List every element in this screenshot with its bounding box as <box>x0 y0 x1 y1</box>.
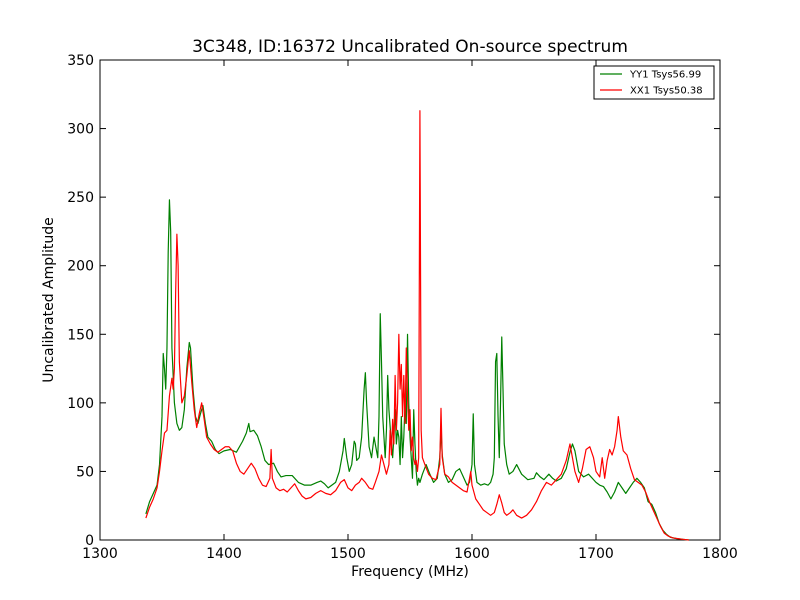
x-tick-label: 1800 <box>702 546 738 562</box>
series-layer <box>145 110 690 541</box>
chart-title: 3C348, ID:16372 Uncalibrated On-source s… <box>192 37 628 57</box>
legend-box <box>593 65 715 100</box>
y-tick-label: 0 <box>85 533 94 549</box>
plot-area <box>99 59 721 541</box>
y-tick-label: 150 <box>67 327 94 343</box>
y-tick-label: 100 <box>67 396 94 412</box>
x-axis-label: Frequency (MHz) <box>351 564 469 580</box>
ticks-layer: 1300 1400 1500 1600 1700 1800 0 50 100 150 200 250 3… <box>67 53 738 562</box>
y-tick-label: 200 <box>67 259 94 275</box>
series-line-yy1 <box>145 199 690 541</box>
y-axis-label: Uncalibrated Amplitude <box>41 217 57 383</box>
y-tick-label: 250 <box>67 190 94 206</box>
legend-label-xx1: XX1 Tsys50.38 <box>630 86 703 97</box>
x-tick-label: 1300 <box>82 546 118 562</box>
y-tick-label: 300 <box>67 122 94 138</box>
x-tick-label: 1600 <box>454 546 490 562</box>
legend-label-yy1: YY1 Tsys56.99 <box>629 70 701 81</box>
x-tick-label: 1700 <box>578 546 614 562</box>
y-tick-label: 350 <box>67 53 94 69</box>
legend: YY1 Tsys56.99 XX1 Tsys50.38 <box>593 65 715 100</box>
x-tick-label: 1500 <box>330 546 366 562</box>
x-tick-label: 1400 <box>206 546 242 562</box>
series-line-xx1 <box>145 110 690 541</box>
y-tick-label: 50 <box>76 464 94 480</box>
